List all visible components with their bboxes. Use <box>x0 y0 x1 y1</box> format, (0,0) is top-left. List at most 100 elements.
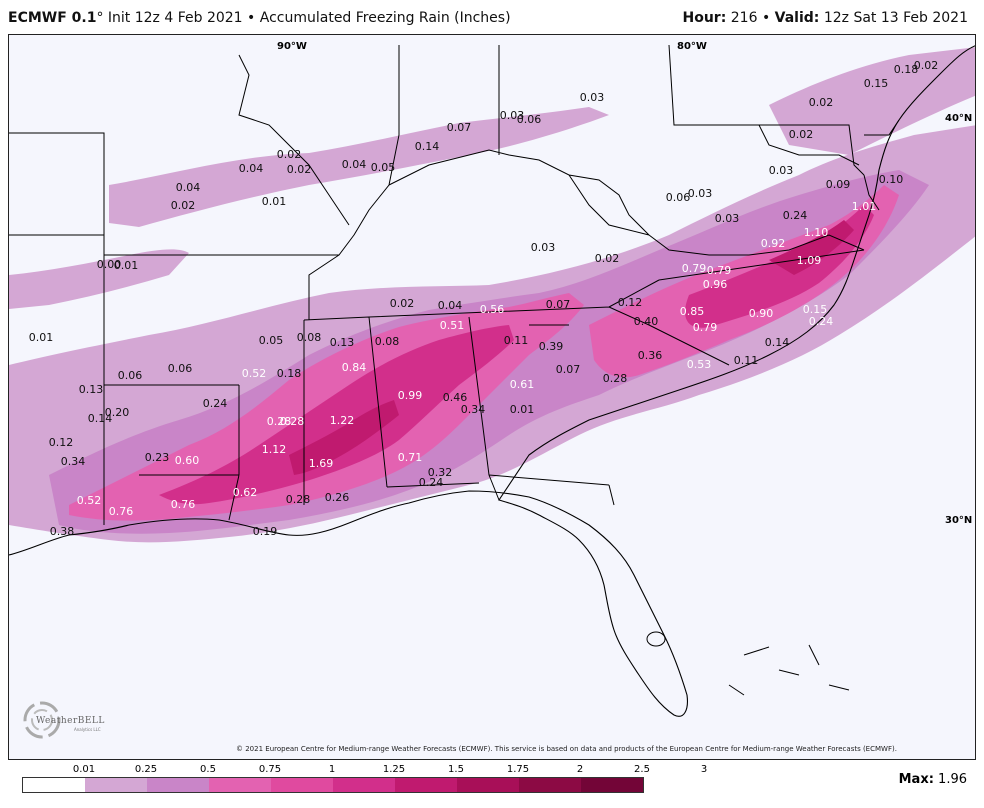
value-label: 0.13 <box>330 336 355 349</box>
value-label: 0.01 <box>510 403 535 416</box>
value-label: 0.14 <box>88 412 113 425</box>
value-label: 0.85 <box>680 305 705 318</box>
value-label: 0.39 <box>539 340 564 353</box>
colorbar-segment <box>395 778 457 792</box>
logo-sub: Analytics LLC <box>74 727 101 732</box>
value-label: 0.76 <box>109 505 134 518</box>
value-label: 0.01 <box>262 195 287 208</box>
value-label: 0.76 <box>171 498 196 511</box>
lon-80-label: 80°W <box>677 41 707 52</box>
value-label: 0.04 <box>438 299 463 312</box>
weatherbell-logo: WeatherBELL Analytics LLC <box>22 700 112 744</box>
value-label: 0.18 <box>277 367 302 380</box>
value-label: 0.06 <box>666 191 691 204</box>
colorbar-tick: 0.25 <box>134 764 158 775</box>
value-label: 0.24 <box>809 315 834 328</box>
value-label: 0.84 <box>342 361 367 374</box>
value-label: 0.11 <box>734 354 759 367</box>
value-label: 0.02 <box>277 148 302 161</box>
value-label: 0.10 <box>879 173 904 186</box>
colorbar-tick: 0.01 <box>72 764 96 775</box>
coastline <box>9 45 975 717</box>
swath-light-north <box>109 107 609 227</box>
max-label: Max: <box>898 772 934 787</box>
credit-text: © 2021 European Centre for Medium-range … <box>236 745 897 753</box>
init-time: Init 12z 4 Feb 2021 <box>107 10 243 26</box>
value-label: 0.04 <box>176 181 201 194</box>
value-label: 0.62 <box>233 486 258 499</box>
value-label: 0.02 <box>809 96 834 109</box>
swath-layer <box>9 47 975 543</box>
colorbar-tick: 0.5 <box>200 764 216 775</box>
colorbar <box>22 777 644 793</box>
swath-deep-3 <box>289 400 399 475</box>
value-label: 0.06 <box>517 113 542 126</box>
header-left: ECMWF 0.1° Init 12z 4 Feb 2021 • Accumul… <box>8 10 511 26</box>
colorbar-tick: 1.75 <box>506 764 530 775</box>
okeechobee <box>646 631 666 647</box>
value-label: 0.28 <box>603 372 628 385</box>
value-label: 0.04 <box>239 162 264 175</box>
lon-90-label: 90°W <box>277 41 307 52</box>
value-label: 0.32 <box>428 466 453 479</box>
product-name: Accumulated Freezing Rain (Inches) <box>259 10 511 26</box>
value-label: 0.60 <box>175 454 200 467</box>
value-label: 0.02 <box>595 252 620 265</box>
value-label: 0.36 <box>638 349 663 362</box>
value-label: 1.22 <box>330 414 355 427</box>
value-label: 0.15 <box>864 77 889 90</box>
colorbar-segment <box>271 778 333 792</box>
value-label: 0.79 <box>693 321 718 334</box>
value-label: 0.56 <box>480 303 505 316</box>
value-label: 0.26 <box>325 491 350 504</box>
value-label: 0.11 <box>504 334 529 347</box>
value-label: 0.99 <box>398 389 423 402</box>
value-label: 0.02 <box>789 128 814 141</box>
value-label: 0.28 <box>267 415 292 428</box>
colorbar-segment <box>147 778 209 792</box>
value-label: 0.23 <box>145 451 170 464</box>
value-label: 0.71 <box>398 451 423 464</box>
value-label: 0.01 <box>29 331 54 344</box>
value-label: 0.02 <box>390 297 415 310</box>
value-label: 0.14 <box>765 336 790 349</box>
hour-label: Hour: <box>682 10 727 26</box>
colorbar-tick: 0.75 <box>258 764 282 775</box>
value-label: 0.34 <box>61 455 86 468</box>
logo-name: WeatherBELL <box>36 716 105 726</box>
value-label: 0.14 <box>415 140 440 153</box>
max-value: 1.96 <box>938 772 967 787</box>
colorbar-segment <box>209 778 271 792</box>
lat-30-label: 30°N <box>945 515 972 526</box>
value-label: 0.40 <box>634 315 659 328</box>
value-label: 1.10 <box>804 226 829 239</box>
value-label: 0.46 <box>443 391 468 404</box>
value-label: 0.09 <box>826 178 851 191</box>
value-label: 0.92 <box>761 237 786 250</box>
value-label: 0.03 <box>580 91 605 104</box>
value-label: 0.12 <box>618 296 643 309</box>
value-label: 0.51 <box>440 319 465 332</box>
value-label: 0.04 <box>342 158 367 171</box>
colorbar-tick: 1 <box>328 764 336 775</box>
value-label: 0.05 <box>371 161 396 174</box>
colorbar-tick: 3 <box>700 764 708 775</box>
degree-symbol: ° <box>96 10 104 26</box>
valid-label: Valid: <box>774 10 820 26</box>
max-readout: Max: 1.96 <box>899 772 967 787</box>
value-label: 0.24 <box>419 476 444 489</box>
value-label: 0.13 <box>79 383 104 396</box>
value-label: 0.06 <box>168 362 193 375</box>
value-label: 0.07 <box>556 363 581 376</box>
value-label: 0.15 <box>803 303 828 316</box>
value-label: 0.24 <box>203 397 228 410</box>
value-label: 0.03 <box>769 164 794 177</box>
colorbar-segment <box>457 778 519 792</box>
value-label: 0.02 <box>914 59 939 72</box>
value-label: 0.01 <box>114 259 139 272</box>
map-panel: 90°W 80°W 40°N 30°N 0.02 0.04 0.02 0.04 0.05… <box>8 34 976 760</box>
value-label: 0.03 <box>500 109 525 122</box>
colorbar-ticks: 0.01 0.25 0.5 0.75 1 1.25 1.5 1.75 2 2.5 3 <box>22 764 707 776</box>
lat-40-label: 40°N <box>945 113 972 124</box>
value-label: 0.00 <box>97 258 122 271</box>
